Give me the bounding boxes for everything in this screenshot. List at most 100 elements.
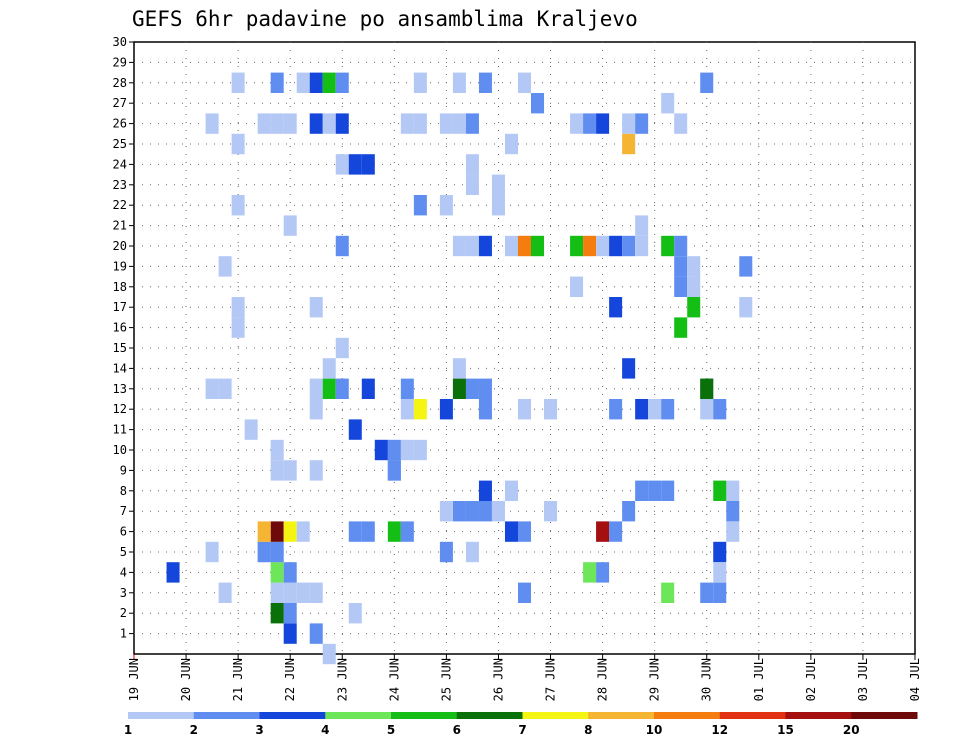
precip-cell [478, 72, 492, 93]
legend-label: 20 [843, 723, 860, 737]
precip-cell [726, 521, 740, 542]
legend-label: 4 [321, 723, 329, 737]
precip-cell [218, 378, 232, 399]
precip-cell [491, 195, 505, 216]
y-tick-label: 28 [113, 76, 127, 90]
precip-cell [635, 235, 649, 257]
precip-cell [400, 378, 414, 399]
precip-cell [596, 562, 610, 583]
precip-cell [335, 113, 349, 134]
precip-cell [661, 480, 675, 501]
precip-cell [413, 195, 427, 216]
precip-cell [166, 562, 180, 583]
y-tick-label: 12 [113, 402, 127, 416]
precip-cell [465, 154, 479, 175]
precip-cell [335, 337, 349, 359]
legend-swatch [522, 712, 589, 719]
precip-cell [400, 399, 414, 420]
precip-cell [700, 378, 714, 399]
precip-cell [257, 521, 271, 542]
precip-cell [387, 460, 401, 481]
precip-cell [674, 276, 688, 297]
precip-cell [465, 113, 479, 134]
precip-cell [335, 235, 349, 257]
precip-cell [283, 582, 297, 603]
precip-cell [283, 460, 297, 481]
precip-cell [517, 399, 532, 420]
precip-cell [283, 623, 297, 644]
precip-cell [713, 562, 727, 583]
precip-cell [570, 235, 584, 257]
precip-cell [322, 643, 336, 665]
plot-frame [133, 41, 916, 655]
y-tick-label: 24 [113, 157, 127, 171]
precip-cell [517, 235, 532, 257]
y-tick-label: 21 [113, 219, 127, 233]
precip-cell [465, 378, 479, 399]
legend-label: 8 [584, 723, 592, 737]
precip-cell [413, 72, 427, 93]
precip-cell [570, 113, 584, 134]
precip-cell [622, 235, 636, 257]
precip-cell [270, 439, 284, 461]
precip-cell [648, 399, 662, 420]
precip-cell [270, 541, 284, 563]
precip-cell [596, 113, 610, 134]
precip-cell [335, 378, 349, 399]
legend-label: 1 [124, 723, 132, 737]
legend-swatch [851, 712, 918, 719]
x-tick-label: 24 JUN [387, 658, 401, 701]
precip-cell [439, 501, 453, 522]
precip-cell [478, 501, 492, 522]
x-tick-label: 19 JUN [127, 658, 141, 701]
precip-cell [504, 480, 518, 501]
y-tick-label: 14 [113, 361, 127, 375]
precip-cell [361, 378, 375, 399]
legend-label: 2 [190, 723, 198, 737]
precip-cell [583, 562, 597, 583]
precip-cell [674, 113, 688, 134]
y-tick-label: 17 [113, 300, 127, 314]
y-tick-label: 15 [113, 341, 127, 355]
precip-cell [270, 603, 284, 624]
precip-cell [700, 399, 714, 420]
precip-cell [205, 378, 219, 399]
precip-cell [622, 501, 636, 522]
y-tick-label: 13 [113, 382, 127, 396]
precip-cell [283, 562, 297, 583]
legend-swatch [588, 712, 655, 719]
x-tick-label: 25 JUN [439, 658, 453, 701]
x-tick-label: 04 JUL [908, 658, 922, 701]
precip-cell [452, 235, 466, 257]
y-tick-label: 3 [120, 586, 127, 600]
precip-cell [583, 113, 597, 134]
precip-cell [635, 215, 649, 236]
y-tick-label: 1 [120, 627, 127, 641]
precip-cell [622, 133, 636, 155]
y-tick-label: 6 [120, 525, 127, 539]
y-tick-label: 27 [113, 96, 127, 110]
y-tick-label: 30 [113, 35, 127, 49]
legend-label: 6 [453, 723, 461, 737]
precip-cell [296, 72, 310, 93]
legend-swatch [654, 712, 721, 719]
precip-cell [322, 378, 336, 399]
precip-cell [231, 133, 245, 155]
color-legend: 1 2 3 4 5 6 7 8 10 12 15 20 [124, 712, 918, 737]
precip-cell [504, 133, 518, 155]
precip-cell [205, 113, 219, 134]
precip-cell [609, 297, 623, 318]
x-tick-label: 26 JUN [491, 658, 505, 701]
precip-cell [700, 582, 714, 603]
x-axis: 19 JUN 20 JUN 21 JUN 22 JUN 23 JUN 24 JUN 25 J… [127, 654, 922, 701]
precip-cell [270, 582, 284, 603]
y-tick-label: 2 [120, 606, 127, 620]
precip-cell [413, 399, 427, 420]
precip-cell [687, 297, 701, 318]
precip-cell [361, 154, 375, 175]
legend-swatch [391, 712, 458, 719]
y-tick-label: 18 [113, 280, 127, 294]
precip-cell [609, 235, 623, 257]
precip-cell [400, 113, 414, 134]
x-tick-label: 20 JUN [179, 658, 193, 701]
